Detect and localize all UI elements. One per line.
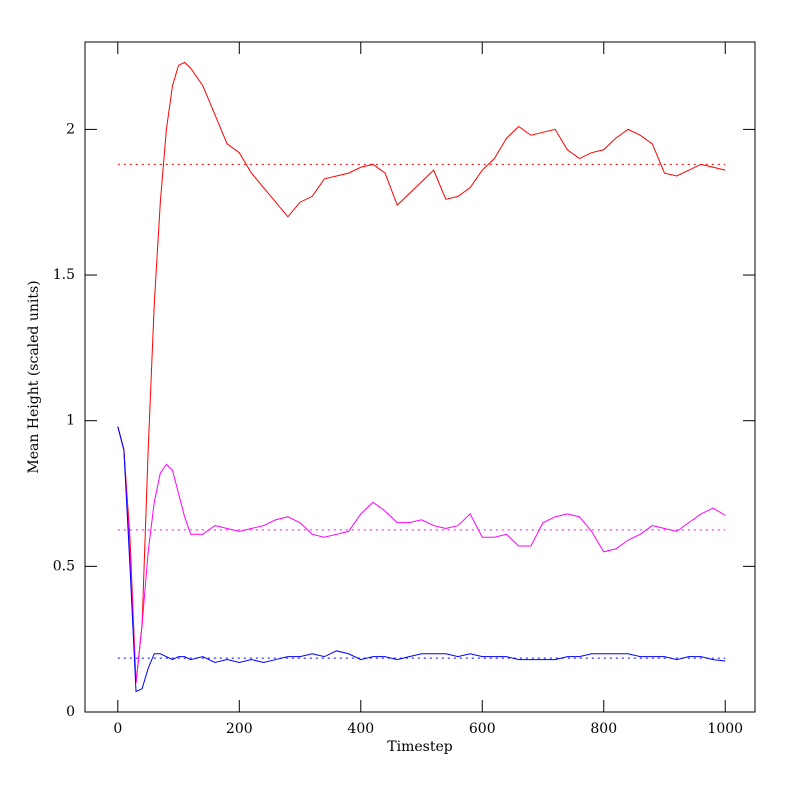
y-tick-label: 2 <box>66 121 75 137</box>
y-tick-label: 0.5 <box>53 558 75 574</box>
y-tick-label: 0 <box>66 704 75 720</box>
y-tick-label: 1.5 <box>53 267 75 283</box>
x-tick-label: 1000 <box>707 721 743 737</box>
plot-frame <box>84 41 756 713</box>
series-line <box>117 61 726 683</box>
x-axis-label: Timestep <box>387 739 452 755</box>
x-tick-label: 400 <box>347 721 374 737</box>
x-tick-label: 200 <box>226 721 253 737</box>
y-axis-label: Mean Height (scaled units) <box>26 280 42 473</box>
y-tick-label: 1 <box>66 413 75 429</box>
x-tick-label: 600 <box>469 721 496 737</box>
x-tick-label: 800 <box>590 721 617 737</box>
x-tick-label: 0 <box>113 721 122 737</box>
series-line <box>117 426 726 693</box>
series-line <box>117 426 726 683</box>
